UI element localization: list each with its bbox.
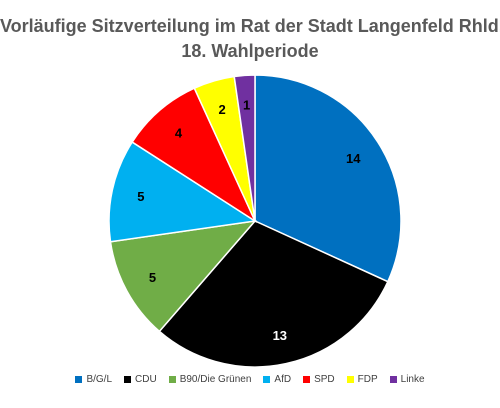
legend-item-linke: Linke [389, 374, 425, 385]
data-label-b90-die-gr-nen: 5 [149, 270, 156, 285]
legend-swatch [346, 376, 354, 383]
legend-item-fdp: FDP [346, 374, 378, 385]
chart-legend: B/G/L CDU B90/Die Grünen AfD SPD FDP Linke [0, 374, 500, 385]
legend-item-afd: AfD [263, 374, 291, 385]
legend-swatch [389, 376, 397, 383]
legend-item-spd: SPD [303, 374, 335, 385]
data-label-b-g-l: 14 [346, 151, 361, 166]
data-label-spd: 4 [175, 126, 183, 141]
pie-slice-cdu [158, 220, 389, 368]
legend-swatch [124, 376, 132, 383]
data-label-fdp: 2 [218, 102, 225, 117]
legend-swatch [303, 376, 311, 383]
legend-swatch [168, 376, 176, 383]
legend-label: AfD [274, 374, 292, 385]
data-label-linke: 1 [243, 97, 250, 112]
legend-item-b90-die-gr-nen: B90/Die Grünen [168, 374, 252, 385]
pie-slice-afd [108, 141, 258, 243]
legend-label: Linke [400, 374, 425, 385]
legend-label: SPD [314, 374, 335, 385]
pie-slice-b90-die-gr-nen [109, 219, 257, 333]
legend-swatch [263, 376, 271, 383]
legend-item-cdu: CDU [124, 374, 157, 385]
legend-label: B90/Die Grünen [179, 374, 252, 385]
legend-label: CDU [135, 374, 157, 385]
legend-label: FDP [357, 374, 378, 385]
chart-title-line-1: Vorläufige Sitzverteilung im Rat der Sta… [0, 16, 500, 36]
data-label-afd: 5 [137, 189, 144, 204]
legend-item-b-g-l: B/G/L [75, 374, 112, 385]
chart-title-line-2: 18. Wahlperiode [181, 41, 319, 61]
pie-chart: 14 13 5 5 4 2 1 [108, 74, 402, 368]
pie-slice-spd [131, 87, 257, 224]
pie-slice-linke [233, 74, 256, 222]
legend-label: B/G/L [86, 374, 113, 385]
chart-title: Vorläufige Sitzverteilung im Rat der Sta… [0, 14, 500, 64]
data-label-cdu: 13 [273, 328, 287, 343]
legend-swatch [75, 376, 83, 383]
pie-slice-b-g-l [254, 74, 402, 283]
